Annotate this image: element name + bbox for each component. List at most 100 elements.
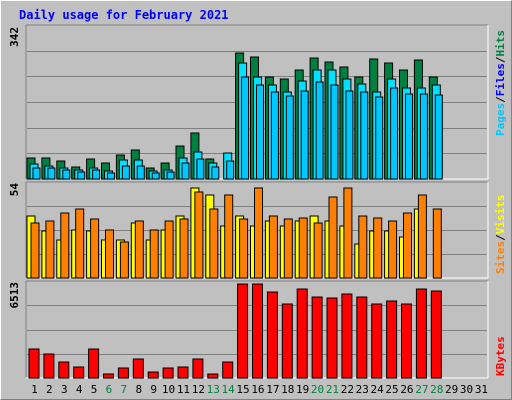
- kbytes-bar: [147, 371, 159, 379]
- x-tick-label: 9: [150, 383, 157, 396]
- kbytes-bar: [401, 303, 412, 379]
- pages-bar: [315, 81, 324, 180]
- pages-bar: [62, 169, 71, 180]
- pages-bar: [405, 93, 413, 180]
- x-tick-label: 13: [207, 383, 220, 396]
- pages-bar: [434, 94, 443, 180]
- x-tick-label: 18: [281, 383, 294, 396]
- sites-bar: [254, 187, 263, 279]
- x-tick-label: 4: [76, 383, 83, 396]
- panel-1-max-label: 342: [8, 27, 21, 47]
- sites-bar: [179, 218, 189, 279]
- kbytes-bar: [281, 303, 293, 379]
- x-tick-label: 25: [385, 383, 398, 396]
- pages-bar: [181, 162, 190, 180]
- pages-bar: [375, 96, 384, 180]
- sites-bar: [119, 241, 129, 279]
- sites-bar: [134, 220, 144, 279]
- x-tick-label: 26: [400, 383, 413, 396]
- x-tick-label: 12: [192, 383, 205, 396]
- sites-bar: [283, 218, 293, 279]
- x-tick-label: 24: [371, 383, 385, 396]
- x-tick-label: 17: [266, 383, 279, 396]
- legend-slash: /: [494, 56, 507, 63]
- pages-bar: [196, 158, 205, 180]
- pages-bar: [285, 95, 294, 180]
- sites-bar: [403, 212, 412, 279]
- panel-2-legend: Sites/Visits: [494, 195, 507, 275]
- x-tick-label: 27: [415, 383, 428, 396]
- pages-bar: [92, 169, 101, 180]
- sites-bar: [224, 194, 234, 279]
- sites-bar: [194, 191, 204, 279]
- sites-bar: [343, 187, 353, 279]
- x-tick-label: 20: [311, 383, 324, 396]
- kbytes-bar: [296, 288, 308, 379]
- pages-bar: [121, 165, 130, 180]
- kbytes-bar: [222, 361, 234, 379]
- kbytes-bar: [177, 366, 189, 379]
- sites-bar: [388, 220, 398, 279]
- kbytes-bar: [386, 300, 398, 379]
- kbytes-bar: [88, 348, 100, 379]
- x-tick-label: 11: [177, 383, 190, 396]
- kbytes-bar: [356, 296, 368, 379]
- kbytes-bar: [132, 358, 144, 379]
- sites-bar: [239, 218, 249, 279]
- pages-bar: [256, 84, 264, 180]
- x-tick-label: 6: [106, 383, 113, 396]
- kbytes-bar: [73, 366, 85, 379]
- x-tick-label: 23: [356, 383, 369, 396]
- pages-bar: [166, 171, 175, 180]
- kbytes-bar: [326, 297, 338, 379]
- sites-bar: [209, 208, 219, 279]
- x-tick-label: 28: [430, 383, 443, 396]
- pages-bar: [47, 167, 56, 180]
- panel-3-max-label: 6513: [8, 282, 21, 309]
- x-tick-label: 21: [326, 383, 339, 396]
- pages-bar: [151, 172, 160, 180]
- kbytes-bar: [415, 288, 427, 379]
- kbytes-bar: [252, 283, 263, 379]
- sites-bar: [90, 218, 100, 279]
- kbytes-bar: [430, 290, 442, 379]
- legend-hits: Hits: [494, 30, 507, 57]
- legend-sites: Sites: [494, 241, 507, 274]
- kbytes-bar: [341, 293, 353, 379]
- x-tick-label: 22: [341, 383, 354, 396]
- pages-bar: [360, 91, 369, 180]
- panel-1-legend: Pages/Files/Hits: [494, 30, 507, 136]
- sites-bar: [298, 217, 308, 279]
- sites-bar: [358, 215, 368, 279]
- sites-bar: [149, 229, 159, 279]
- pages-bar: [136, 165, 145, 180]
- legend-files: Files: [494, 63, 507, 96]
- legend-visits: Visits: [494, 195, 507, 235]
- pages-bar: [419, 93, 428, 180]
- x-tick-label: 29: [445, 383, 458, 396]
- kbytes-bar: [371, 303, 383, 379]
- sites-bar: [60, 212, 70, 279]
- pages-bar: [32, 167, 41, 180]
- sites-bar: [75, 208, 85, 279]
- kbytes-bar: [162, 367, 174, 379]
- legend-pages: Pages: [494, 103, 507, 136]
- kbytes-bar: [207, 373, 219, 379]
- pages-bar: [241, 76, 250, 180]
- x-tick-label: 31: [475, 383, 488, 396]
- sites-bar: [313, 222, 323, 279]
- x-tick-label: 1: [31, 383, 38, 396]
- sites-bar: [373, 217, 383, 279]
- x-tick-label: 2: [46, 383, 53, 396]
- kbytes-bar: [58, 361, 70, 379]
- x-tick-label: 30: [460, 383, 473, 396]
- kbytes-bar: [266, 291, 278, 379]
- x-tick-label: 10: [162, 383, 175, 396]
- sites-bar: [105, 229, 114, 279]
- kbytes-bar: [237, 283, 249, 379]
- pages-bar: [300, 90, 309, 180]
- x-tick-label: 14: [222, 383, 236, 396]
- sites-bar: [164, 220, 174, 279]
- kbytes-bar: [103, 373, 114, 379]
